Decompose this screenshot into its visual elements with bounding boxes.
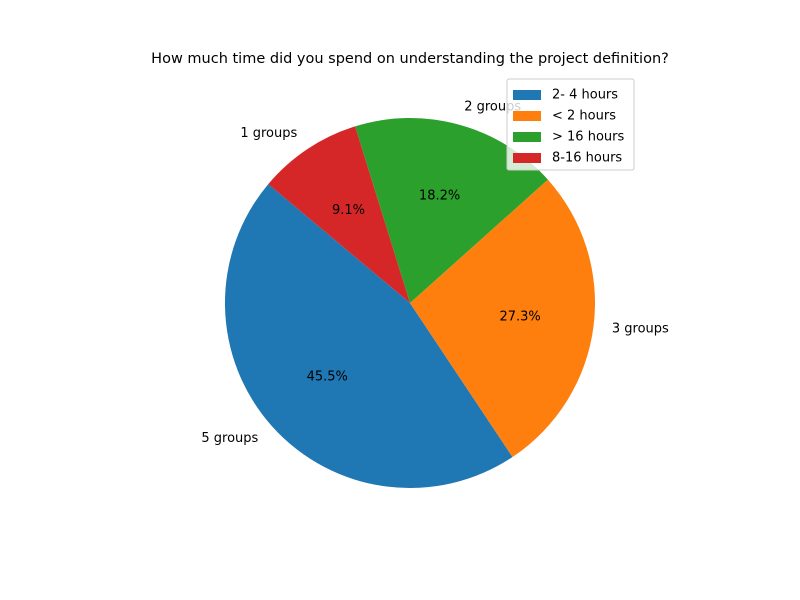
pie-percent-label: 45.5% xyxy=(307,370,348,385)
legend-label: > 16 hours xyxy=(552,130,624,145)
pie-outer-label: 3 groups xyxy=(612,321,669,336)
pie-percent-label: 9.1% xyxy=(332,203,365,218)
pie-percent-label: 18.2% xyxy=(419,189,460,204)
legend-swatch xyxy=(513,111,541,121)
pie-outer-label: 5 groups xyxy=(201,431,258,446)
pie-percent-label: 27.3% xyxy=(499,310,540,325)
pie-slice-2-4-hours xyxy=(224,184,513,489)
legend-swatch xyxy=(513,90,541,100)
pie-outer-label: 1 groups xyxy=(240,126,297,141)
legend-label: 2- 4 hours xyxy=(552,88,618,103)
legend: 2- 4 hours < 2 hours > 16 hours 8-16 hours xyxy=(506,78,635,171)
legend-label: 8-16 hours xyxy=(552,151,622,166)
legend-label: < 2 hours xyxy=(552,109,616,124)
pie-slices xyxy=(224,117,596,489)
chart-title: How much time did you spend on understan… xyxy=(151,51,669,67)
pie-slice-8-16-hours xyxy=(268,126,410,303)
pie-slice-16-hours xyxy=(355,117,548,303)
legend-swatch xyxy=(513,132,541,142)
legend-box xyxy=(506,78,635,171)
pie-slice-2-hours xyxy=(410,179,596,458)
legend-swatch xyxy=(513,153,541,163)
